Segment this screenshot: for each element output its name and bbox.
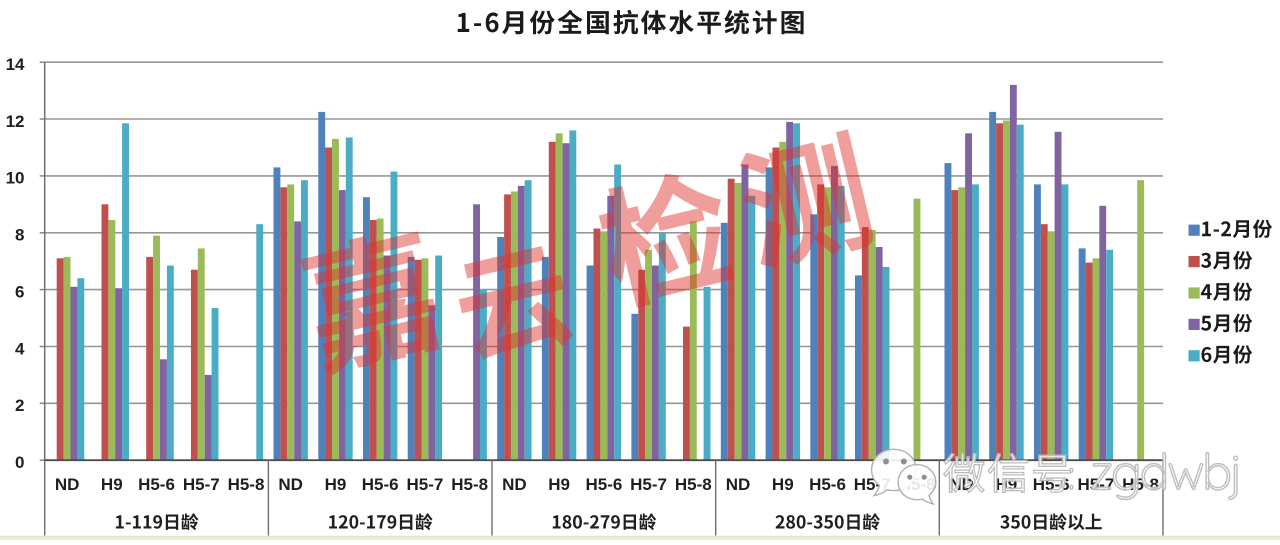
svg-text:8: 8 — [15, 226, 24, 245]
svg-text:H9: H9 — [325, 475, 347, 494]
svg-text:H5-8: H5-8 — [1122, 475, 1159, 494]
svg-text:H9: H9 — [772, 475, 794, 494]
svg-text:H5-7: H5-7 — [183, 475, 220, 494]
svg-text:H5-7: H5-7 — [630, 475, 667, 494]
svg-text:14: 14 — [6, 55, 25, 74]
svg-text:ND: ND — [55, 475, 80, 494]
svg-text:12: 12 — [6, 112, 25, 131]
svg-text:H5-6: H5-6 — [809, 475, 846, 494]
svg-text:H9: H9 — [101, 475, 123, 494]
svg-text:H9: H9 — [548, 475, 570, 494]
svg-text:ND: ND — [278, 475, 303, 494]
svg-text:H5-6: H5-6 — [585, 475, 622, 494]
svg-text:4: 4 — [15, 339, 25, 358]
svg-text:0: 0 — [15, 453, 24, 472]
svg-text:H5-8: H5-8 — [451, 475, 488, 494]
svg-text:H5-6: H5-6 — [138, 475, 175, 494]
svg-text:2: 2 — [15, 396, 24, 415]
svg-text:ND: ND — [726, 475, 751, 494]
svg-text:H5-8: H5-8 — [228, 475, 265, 494]
svg-text:6: 6 — [15, 282, 24, 301]
svg-text:H5-6: H5-6 — [362, 475, 399, 494]
svg-text:ND: ND — [502, 475, 527, 494]
svg-text:10: 10 — [6, 169, 25, 188]
svg-text:H5-8: H5-8 — [675, 475, 712, 494]
svg-text:H5-7: H5-7 — [406, 475, 443, 494]
